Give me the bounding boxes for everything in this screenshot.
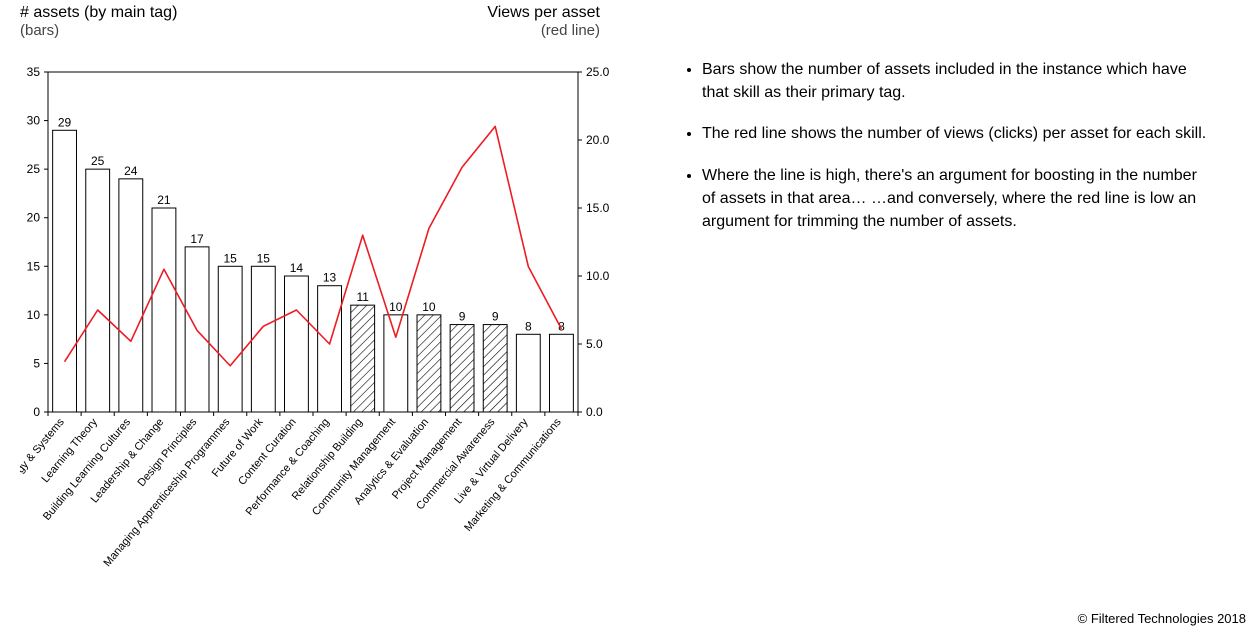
svg-text:13: 13 — [323, 271, 337, 285]
svg-text:Design Principles: Design Principles — [136, 416, 200, 489]
svg-text:25: 25 — [27, 162, 41, 176]
svg-text:15: 15 — [257, 251, 271, 265]
svg-text:9: 9 — [492, 310, 499, 324]
svg-text:14: 14 — [290, 261, 304, 275]
svg-text:0: 0 — [33, 405, 40, 419]
svg-text:25: 25 — [91, 154, 105, 168]
svg-text:10: 10 — [27, 308, 41, 322]
svg-text:5: 5 — [33, 356, 40, 370]
svg-text:Managing Apprenticeship Progra: Managing Apprenticeship Programmes — [101, 416, 232, 569]
svg-text:10.0: 10.0 — [586, 269, 610, 283]
svg-text:Content Curation: Content Curation — [236, 416, 299, 487]
svg-text:15: 15 — [27, 259, 41, 273]
note-item: The red line shows the number of views (… — [702, 122, 1210, 145]
svg-text:24: 24 — [124, 164, 138, 178]
svg-text:5.0: 5.0 — [586, 337, 603, 351]
svg-text:21: 21 — [157, 193, 171, 207]
page: # assets (by main tag) (bars) Views per … — [0, 0, 1258, 632]
chart-svg: 0 5 10 15 20 25 30 35 0.0 5.0 10.0 15.0 20.0 25.0 29 25… — [20, 66, 616, 602]
svg-text:11: 11 — [356, 290, 369, 304]
svg-text:20.0: 20.0 — [586, 133, 610, 147]
notes-panel: Bars show the number of assets included … — [680, 58, 1210, 251]
svg-text:10: 10 — [389, 300, 403, 314]
right-axis-title-sub: (red line) — [487, 22, 600, 39]
svg-text:8: 8 — [525, 319, 532, 333]
svg-text:20: 20 — [27, 211, 41, 225]
svg-text:15: 15 — [224, 251, 238, 265]
svg-text:25.0: 25.0 — [586, 66, 610, 79]
left-axis-title: # assets (by main tag) (bars) — [20, 4, 177, 39]
svg-text:10: 10 — [422, 300, 436, 314]
svg-text:35: 35 — [27, 66, 41, 79]
right-axis-title: Views per asset (red line) — [487, 4, 600, 39]
note-item: Where the line is high, there's an argum… — [702, 164, 1210, 234]
right-axis-title-main: Views per asset — [487, 4, 600, 22]
note-item: Bars show the number of assets included … — [702, 58, 1210, 104]
chart-titles: # assets (by main tag) (bars) Views per … — [20, 4, 600, 39]
svg-text:9: 9 — [459, 310, 466, 324]
svg-text:29: 29 — [58, 115, 72, 129]
left-axis-title-sub: (bars) — [20, 22, 177, 39]
footer-copyright: © Filtered Technologies 2018 — [1078, 611, 1246, 626]
chart: 0 5 10 15 20 25 30 35 0.0 5.0 10.0 15.0 20.0 25.0 29 25… — [20, 66, 610, 602]
notes-list: Bars show the number of assets included … — [680, 58, 1210, 233]
svg-text:15.0: 15.0 — [586, 201, 610, 215]
left-axis-title-main: # assets (by main tag) — [20, 4, 177, 22]
svg-text:30: 30 — [27, 114, 41, 128]
svg-text:17: 17 — [190, 232, 204, 246]
svg-text:0.0: 0.0 — [586, 405, 603, 419]
